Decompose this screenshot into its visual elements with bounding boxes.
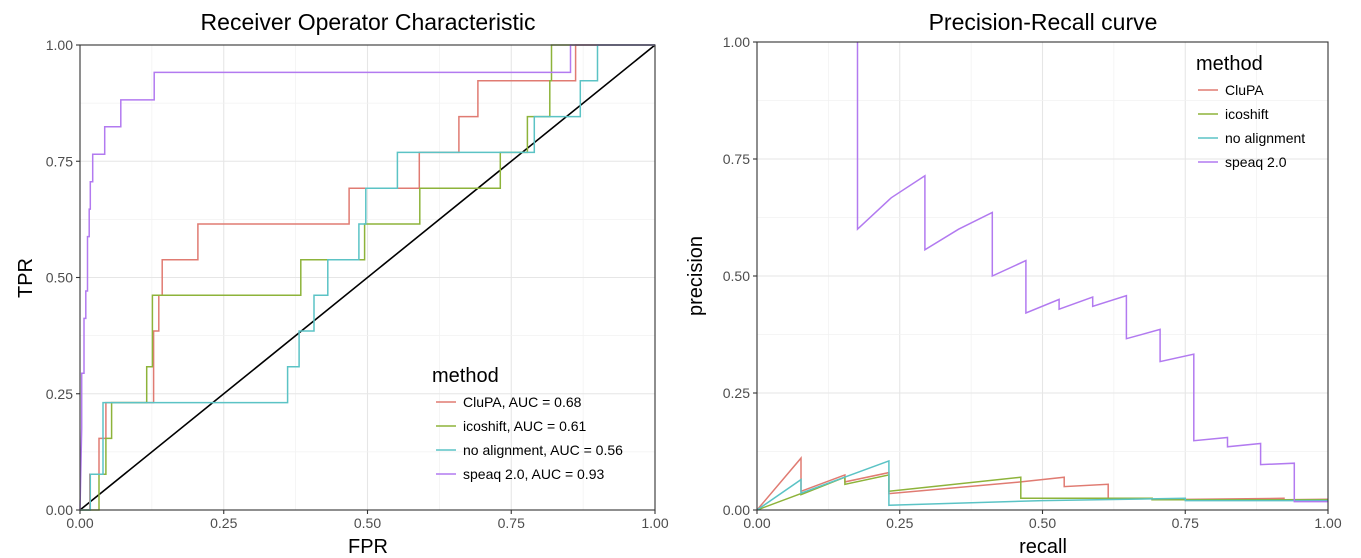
y-tick-label: 0.00: [46, 502, 73, 518]
y-tick-label: 1.00: [723, 34, 750, 50]
pr-x-axis-title: recall: [1019, 536, 1067, 558]
pr-legend: method CluPA icoshift no alignment speaq 2.…: [1196, 53, 1305, 170]
x-tick-label: 0.50: [1029, 515, 1056, 531]
legend-label: speaq 2.0, AUC = 0.93: [463, 466, 604, 482]
pr-series-group: [756, 42, 1329, 511]
pr-ticks: 0.00 0.25 0.50 0.75 1.00 0.00 0.25 0.50 0.75 1.00: [723, 34, 1342, 531]
legend-label: no alignment: [1225, 130, 1305, 146]
y-tick-label: 0.25: [723, 385, 750, 401]
legend-label: icoshift: [1225, 106, 1269, 122]
x-tick-label: 0.00: [66, 515, 93, 531]
x-tick-label: 1.00: [1314, 515, 1341, 531]
y-tick-label: 0.50: [46, 270, 73, 286]
pr-chart-title: Precision-Recall curve: [929, 9, 1158, 35]
legend-label: icoshift, AUC = 0.61: [463, 418, 587, 434]
y-tick-label: 0.25: [46, 386, 73, 402]
x-tick-label: 0.25: [210, 515, 237, 531]
y-tick-label: 0.50: [723, 268, 750, 284]
x-tick-label: 0.25: [886, 515, 913, 531]
roc-legend: method CluPA, AUC = 0.68 icoshift, AUC = …: [432, 365, 623, 482]
roc-series-group: [79, 44, 656, 511]
x-tick-label: 0.75: [1172, 515, 1199, 531]
legend-label: CluPA, AUC = 0.68: [463, 394, 582, 410]
roc-panel: Receiver Operator Characteristic 0.00 0.2…: [15, 9, 669, 558]
legend-label: speaq 2.0: [1225, 154, 1287, 170]
y-tick-label: 0.75: [46, 153, 73, 169]
series-line: [79, 44, 655, 511]
y-tick-label: 1.00: [46, 37, 73, 53]
pr-legend-title: method: [1196, 53, 1263, 75]
x-tick-label: 0.00: [743, 515, 770, 531]
roc-y-axis-title: TPR: [15, 258, 37, 298]
roc-ticks: 0.00 0.25 0.50 0.75 1.00 0.00 0.25 0.50 0.75 1.00: [46, 37, 669, 531]
x-tick-label: 0.75: [498, 515, 525, 531]
pr-y-axis-title: precision: [685, 236, 707, 316]
reference-diagonal-line: [79, 44, 656, 511]
series-line: [756, 459, 1328, 511]
roc-legend-title: method: [432, 365, 499, 387]
x-tick-label: 0.50: [354, 515, 381, 531]
x-tick-label: 1.00: [641, 515, 668, 531]
pr-panel: Precision-Recall curve 0.00 0.25 0.50 0.75 1…: [685, 9, 1342, 558]
roc-x-axis-title: FPR: [348, 536, 388, 558]
series-line: [856, 42, 1328, 503]
y-tick-label: 0.75: [723, 151, 750, 167]
legend-label: CluPA: [1225, 82, 1264, 98]
series-line: [80, 44, 655, 511]
y-tick-label: 0.00: [723, 502, 750, 518]
roc-chart-title: Receiver Operator Characteristic: [201, 9, 536, 35]
legend-label: no alignment, AUC = 0.56: [463, 442, 623, 458]
